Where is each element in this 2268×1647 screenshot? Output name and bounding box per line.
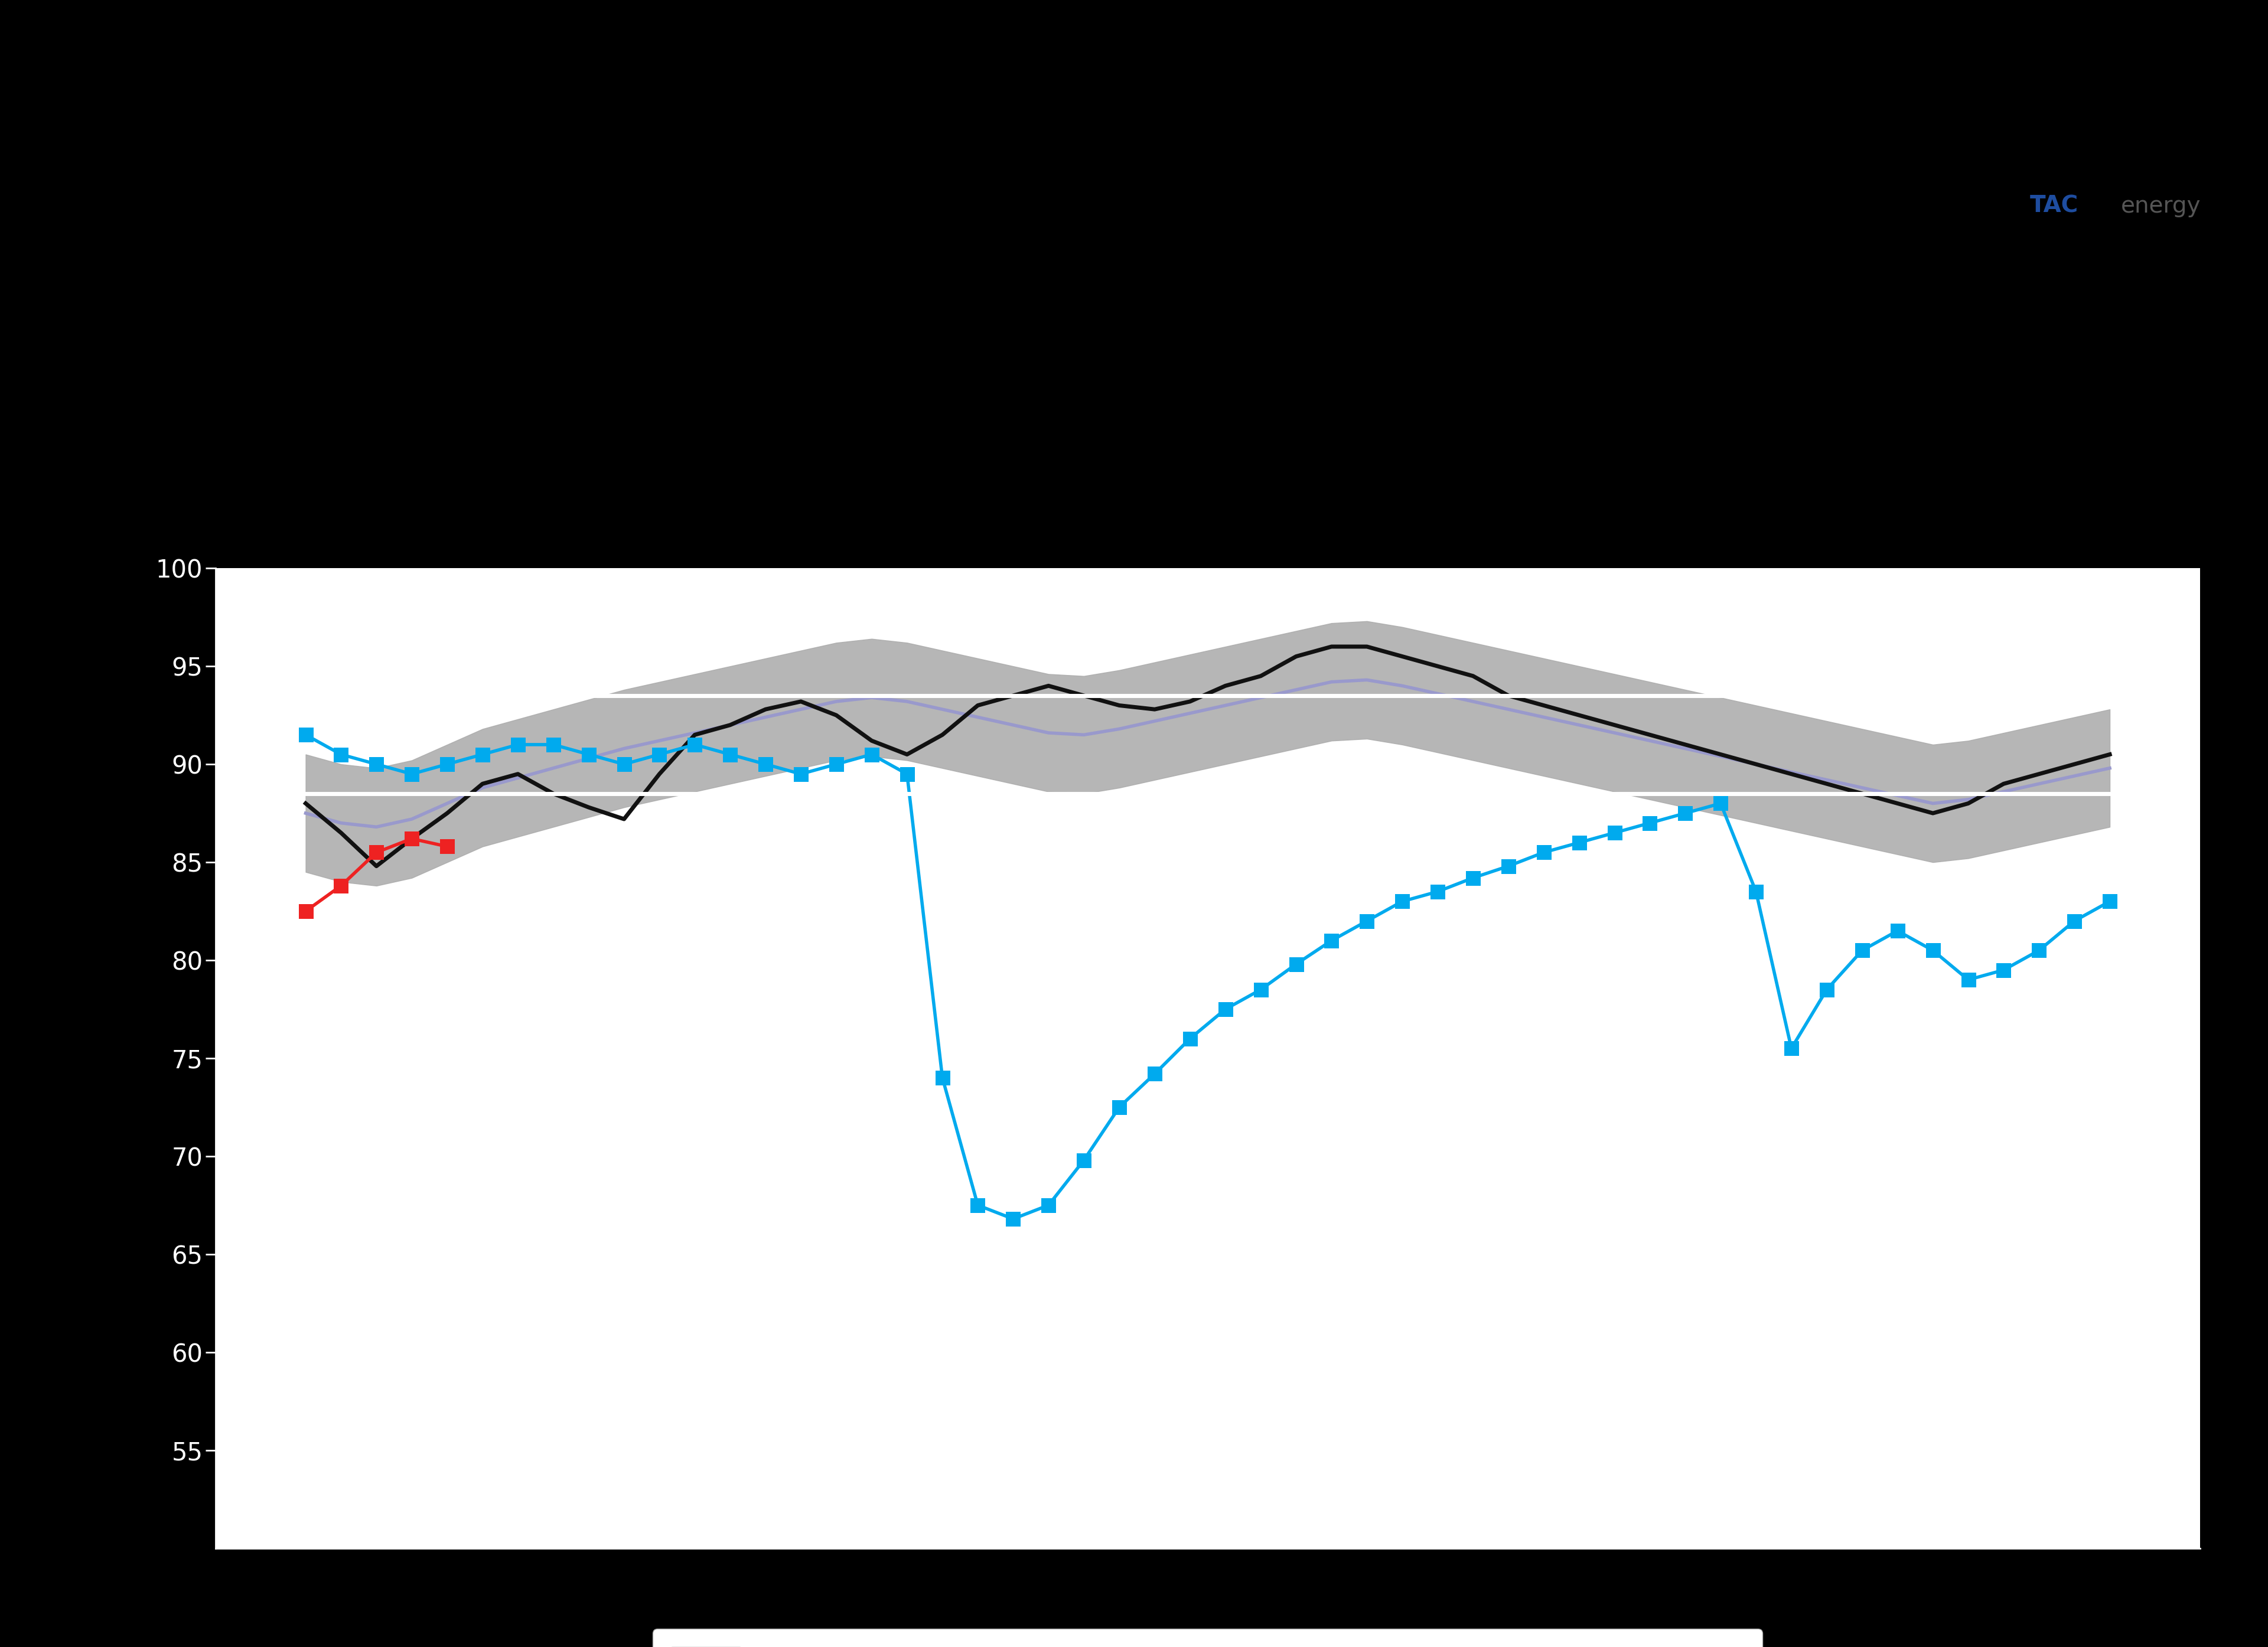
Text: TAC: TAC — [2030, 194, 2077, 217]
Text: Refinery Thruput Utilization %: Refinery Thruput Utilization % — [814, 145, 1454, 184]
Legend: 5 Year Range, 5 Year Average, 2019, 2020, 2021: 5 Year Range, 5 Year Average, 2019, 2020… — [653, 1629, 1762, 1647]
Text: energy: energy — [2121, 194, 2200, 217]
